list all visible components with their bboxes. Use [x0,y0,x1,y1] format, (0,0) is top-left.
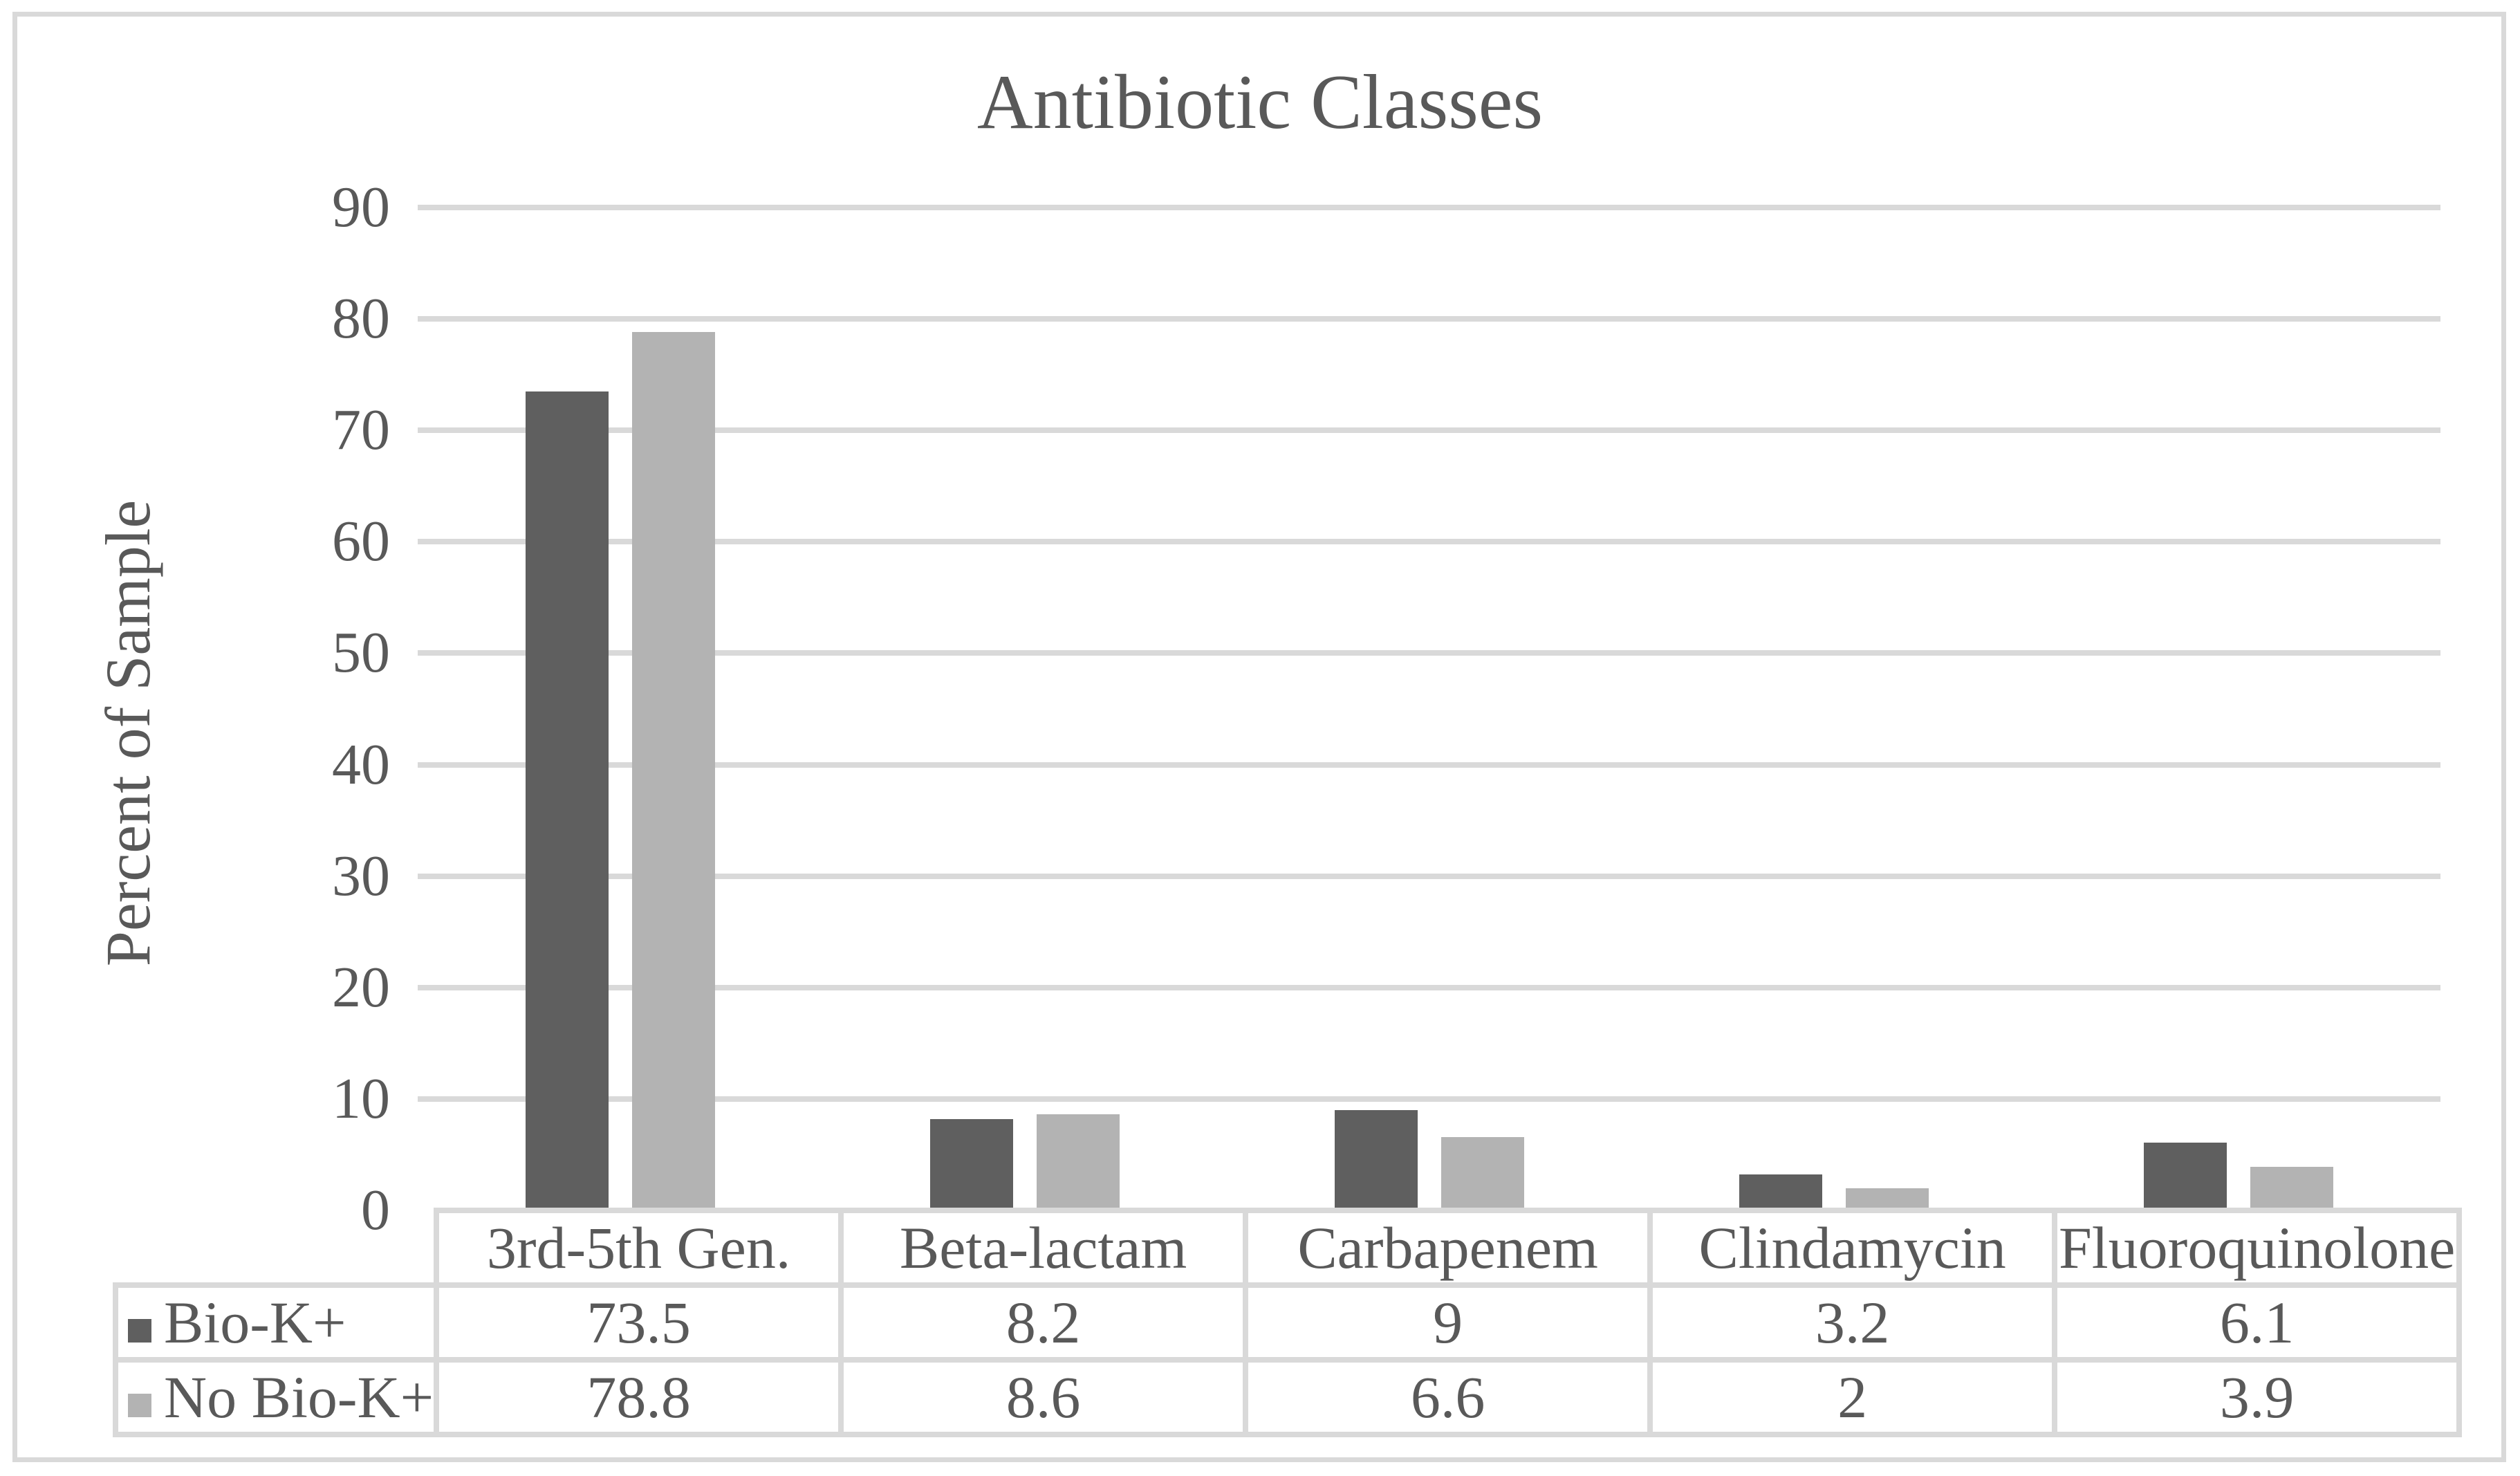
legend-swatch-icon [128,1394,151,1417]
bar-bio-k--carbapenem [1334,1110,1418,1210]
gridline-30 [418,873,2440,879]
value-cell: 6.1 [2052,1282,2463,1363]
legend-swatch-icon [128,1319,151,1343]
data-table: 3rd-5th Gen. Beta-lactam Carbapenem Clindam… [112,1208,2463,1437]
y-tick-label-0: 0 [361,1178,390,1242]
value-cell: 2 [1647,1357,2058,1437]
bar-bio-k--clindamycin [1739,1174,1822,1210]
gridline-10 [418,1096,2440,1102]
bar-no-bio-k--3rd-5th-gen- [631,332,715,1210]
y-tick-label-20: 20 [332,954,390,1020]
gridline-50 [418,650,2440,656]
value-cell: 78.8 [434,1357,844,1437]
gridline-80 [418,316,2440,322]
legend-cell: No Bio-K+ [112,1357,440,1437]
bar-bio-k--3rd-5th-gen- [525,391,609,1210]
y-tick-label-60: 60 [332,509,390,574]
legend-series-name: No Bio-K+ [164,1364,434,1430]
figure-border [12,12,2506,1462]
table-header-row: 3rd-5th Gen. Beta-lactam Carbapenem Clindam… [115,1208,2463,1288]
category-header-cell: 3rd-5th Gen. [434,1208,844,1288]
gridline-60 [418,539,2440,545]
y-tick-label-70: 70 [332,398,390,463]
gridline-20 [418,984,2440,990]
table-series-row: Bio-K+ 73.5 8.2 9 3.2 6.1 [112,1282,2463,1363]
y-tick-label-30: 30 [332,843,390,908]
y-axis-title: Percent of Sample [93,499,163,967]
plot-area [418,205,2440,1210]
value-cell: 8.2 [838,1282,1249,1363]
bar-no-bio-k--beta-lactam [1036,1114,1120,1210]
category-header-cell: Beta-lactam [838,1208,1249,1288]
y-tick-label-10: 10 [332,1066,390,1131]
table-corner-ghost-cell [115,1210,440,1288]
gridline-90 [418,205,2440,210]
legend-series-name: Bio-K+ [164,1289,346,1356]
value-cell: 3.2 [1647,1282,2058,1363]
category-header-cell: Clindamycin [1647,1208,2058,1288]
bar-bio-k--fluoroquinolone [2143,1142,2227,1210]
y-tick-label-80: 80 [332,286,390,351]
value-cell: 3.9 [2052,1357,2463,1437]
value-cell: 73.5 [434,1282,844,1363]
y-tick-label-40: 40 [332,732,390,797]
table-series-row: No Bio-K+ 78.8 8.6 6.6 2 3.9 [112,1357,2463,1437]
legend-cell: Bio-K+ [112,1282,440,1363]
value-cell: 9 [1243,1282,1653,1363]
y-tick-label-90: 90 [332,175,390,239]
category-header-cell: Carbapenem [1243,1208,1653,1288]
gridline-40 [418,762,2440,768]
category-header-cell: Fluoroquinolone [2052,1208,2463,1288]
bar-no-bio-k--carbapenem [1440,1136,1524,1210]
bar-no-bio-k--fluoroquinolone [2250,1167,2333,1210]
gridline-70 [418,427,2440,434]
y-tick-label-50: 50 [332,620,390,685]
bar-bio-k--beta-lactam [929,1118,1013,1210]
bar-no-bio-k--clindamycin [1845,1188,1929,1210]
value-cell: 6.6 [1243,1357,1653,1437]
value-cell: 8.6 [838,1357,1249,1437]
chart-title: Antibiotic Classes [976,59,1544,145]
